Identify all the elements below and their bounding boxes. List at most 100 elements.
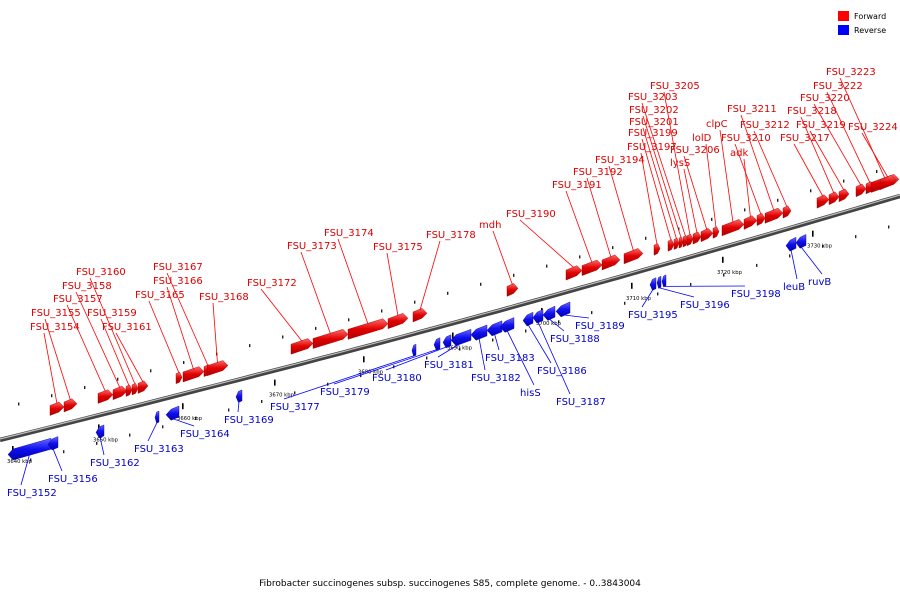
gene-glyph-fsu_3173 bbox=[313, 329, 348, 348]
track-dot-forward bbox=[843, 180, 844, 183]
gene-leader-fsu_3172 bbox=[261, 289, 302, 341]
gene-glyph-fsu_3199 bbox=[668, 240, 674, 252]
gene-glyph-fsu_3189 bbox=[556, 302, 570, 317]
axis-tick bbox=[274, 380, 276, 386]
track-dot-reverse bbox=[855, 235, 856, 238]
gene-glyph-fsu_3197 bbox=[654, 244, 660, 256]
axis-tick-label: 3640 kbp bbox=[7, 459, 33, 465]
gene-label-fsu_3220: FSU_3220 bbox=[800, 93, 850, 104]
track-dot-reverse bbox=[657, 292, 658, 295]
gene-label-hiss: hisS bbox=[520, 388, 541, 399]
gene-label-fsu_3191: FSU_3191 bbox=[552, 180, 602, 191]
gene-glyph-fsu_3219 bbox=[839, 189, 849, 202]
axis-tick-label: 3720 kbp bbox=[717, 270, 743, 276]
gene-glyph-fsu_3186 bbox=[523, 312, 533, 326]
axis-tick-label: 3710 kbp bbox=[626, 296, 652, 302]
track-dot-reverse bbox=[261, 400, 262, 403]
gene-label-fsu_3178: FSU_3178 bbox=[426, 230, 476, 241]
gene-glyph-fsu_3198 bbox=[662, 275, 666, 287]
legend-reverse-label: Reverse bbox=[854, 26, 886, 35]
gene-leader-fsu_3169 bbox=[238, 402, 239, 412]
gene-label-fsu_3162: FSU_3162 bbox=[90, 458, 140, 469]
track-dot-reverse bbox=[690, 283, 691, 286]
track-dot-forward bbox=[183, 361, 184, 364]
gene-leader-fsu_3199 bbox=[642, 139, 671, 240]
gene-label-fsu_3156: FSU_3156 bbox=[48, 474, 98, 485]
gene-label-fsu_3198: FSU_3198 bbox=[731, 289, 781, 300]
gene-label-fsu_3224: FSU_3224 bbox=[848, 122, 898, 133]
axis-tick bbox=[363, 356, 365, 362]
gene-label-fsu_3182: FSU_3182 bbox=[471, 373, 521, 384]
track-dot-reverse bbox=[228, 409, 229, 412]
track-dot-forward bbox=[546, 265, 547, 268]
gene-label-fsu_3189: FSU_3189 bbox=[575, 321, 625, 332]
gene-glyph-fsu_3217 bbox=[817, 195, 829, 209]
gene-label-fsu_3154: FSU_3154 bbox=[30, 322, 80, 333]
gene-leader-fsu_3224 bbox=[862, 133, 888, 178]
gene-label-ruvb: ruvB bbox=[808, 277, 831, 288]
gene-glyph-fsu_3161 bbox=[138, 381, 148, 394]
gene-leader-ruvb bbox=[801, 247, 822, 274]
track-dot-forward bbox=[150, 369, 151, 372]
gene-label-fsu_3169: FSU_3169 bbox=[224, 415, 274, 426]
track-dot-forward bbox=[645, 237, 646, 240]
gene-label-leub: leuB bbox=[783, 282, 805, 293]
gene-label-fsu_3217: FSU_3217 bbox=[780, 133, 830, 144]
track-dot-forward bbox=[249, 344, 250, 347]
gene-leader-fsu_3189 bbox=[563, 315, 589, 318]
gene-label-fsu_3195: FSU_3195 bbox=[628, 310, 678, 321]
gene-leader-fsu_3173 bbox=[301, 252, 331, 334]
track-dot-forward bbox=[579, 255, 580, 258]
gene-leader-fsu_3217 bbox=[794, 144, 823, 197]
gene-label-fsu_3219: FSU_3219 bbox=[796, 120, 846, 131]
gene-glyph-fsu_3154 bbox=[50, 402, 64, 416]
gene-label-fsu_3187: FSU_3187 bbox=[556, 397, 606, 408]
track-dot-forward bbox=[777, 199, 778, 202]
gene-label-fsu_3175: FSU_3175 bbox=[373, 242, 423, 253]
gene-label-fsu_3211: FSU_3211 bbox=[727, 104, 777, 115]
axis-tick-label: 3670 kbp bbox=[269, 393, 295, 399]
gene-label-fsu_3190: FSU_3190 bbox=[506, 209, 556, 220]
gene-label-clpc: clpC bbox=[706, 119, 728, 130]
track-dot-forward bbox=[447, 292, 448, 295]
gene-label-fsu_3161: FSU_3161 bbox=[102, 322, 152, 333]
gene-label-lold: lolD bbox=[692, 133, 712, 144]
gene-glyph-lold bbox=[713, 227, 719, 239]
gene-glyph-fsu_3178 bbox=[413, 308, 427, 322]
gene-glyph-fsu_3195 bbox=[650, 278, 656, 291]
gene-glyph-fsu_3188 bbox=[543, 306, 555, 320]
gene-label-fsu_3205: FSU_3205 bbox=[650, 81, 700, 92]
track-dot-forward bbox=[480, 283, 481, 286]
gene-leader-fsu_3187 bbox=[538, 322, 570, 394]
gene-glyph-fsu_3159 bbox=[126, 385, 132, 397]
gene-glyph-fsu_3210 bbox=[757, 213, 765, 225]
track-dot-reverse bbox=[63, 450, 64, 453]
axis-tick bbox=[812, 231, 814, 237]
axis-tick bbox=[182, 403, 184, 409]
gene-label-fsu_3194: FSU_3194 bbox=[595, 155, 645, 166]
gene-label-fsu_3203: FSU_3203 bbox=[628, 92, 678, 103]
gene-leader-fsu_3154 bbox=[44, 333, 57, 404]
gene-glyph-fsu_3160 bbox=[132, 383, 138, 395]
gene-leader-fsu_3194 bbox=[609, 166, 634, 251]
legend-forward-label: Forward bbox=[854, 12, 886, 21]
track-dot-reverse bbox=[756, 264, 757, 267]
gene-label-fsu_3160: FSU_3160 bbox=[76, 267, 126, 278]
gene-leader-fsu_3178 bbox=[420, 241, 440, 310]
gene-leader-fsu_3174 bbox=[338, 239, 368, 324]
track-dot-reverse bbox=[888, 226, 889, 229]
legend-reverse: Reverse bbox=[838, 23, 898, 37]
track-dot-reverse bbox=[492, 339, 493, 342]
axis-tick-label: 3650 kbp bbox=[93, 437, 119, 443]
gene-label-fsu_3180: FSU_3180 bbox=[372, 373, 422, 384]
track-dot-reverse bbox=[591, 311, 592, 314]
gene-label-fsu_3183: FSU_3183 bbox=[485, 353, 535, 364]
track-dot-forward bbox=[810, 189, 811, 192]
genome-caption: Fibrobacter succinogenes subsp. succinog… bbox=[0, 579, 900, 589]
gene-label-mdh: mdh bbox=[479, 220, 501, 231]
track-dot-forward bbox=[513, 274, 514, 277]
gene-label-fsu_3218: FSU_3218 bbox=[787, 106, 837, 117]
track-dot-reverse bbox=[525, 330, 526, 333]
gene-glyph-fsu_3206 bbox=[701, 228, 713, 242]
gene-glyph-fsu_3157 bbox=[98, 390, 113, 404]
